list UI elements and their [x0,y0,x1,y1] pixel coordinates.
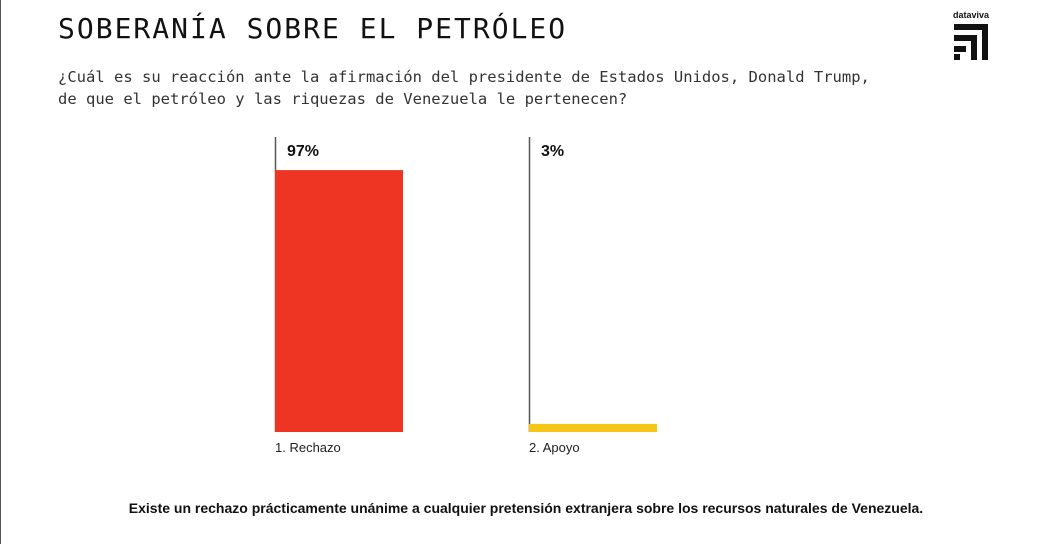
page-left-border [0,0,1,544]
bar-2-apoyo [529,423,657,432]
dataviva-logo-icon [954,24,988,60]
bar-1-rechazo [275,170,403,432]
dataviva-logo: dataviva [950,10,992,62]
logo-text: dataviva [952,10,990,20]
category-label-2-apoyo: 2. Apoyo [529,440,580,455]
survey-question: ¿Cuál es su reacción ante la afirmación … [58,66,918,110]
survey-question-line-2: de que el petróleo y las riquezas de Ven… [58,90,628,108]
bar-value-label-2-apoyo: 3% [541,143,564,160]
survey-question-line-1: ¿Cuál es su reacción ante la afirmación … [58,68,870,86]
category-label-1-rechazo: 1. Rechazo [275,440,341,455]
page-title: SOBERANÍA SOBRE EL PETRÓLEO [58,12,568,45]
chart-footnote: Existe un rechazo prácticamente unánime … [128,500,924,516]
bar-value-label-1-rechazo: 97% [287,143,319,160]
